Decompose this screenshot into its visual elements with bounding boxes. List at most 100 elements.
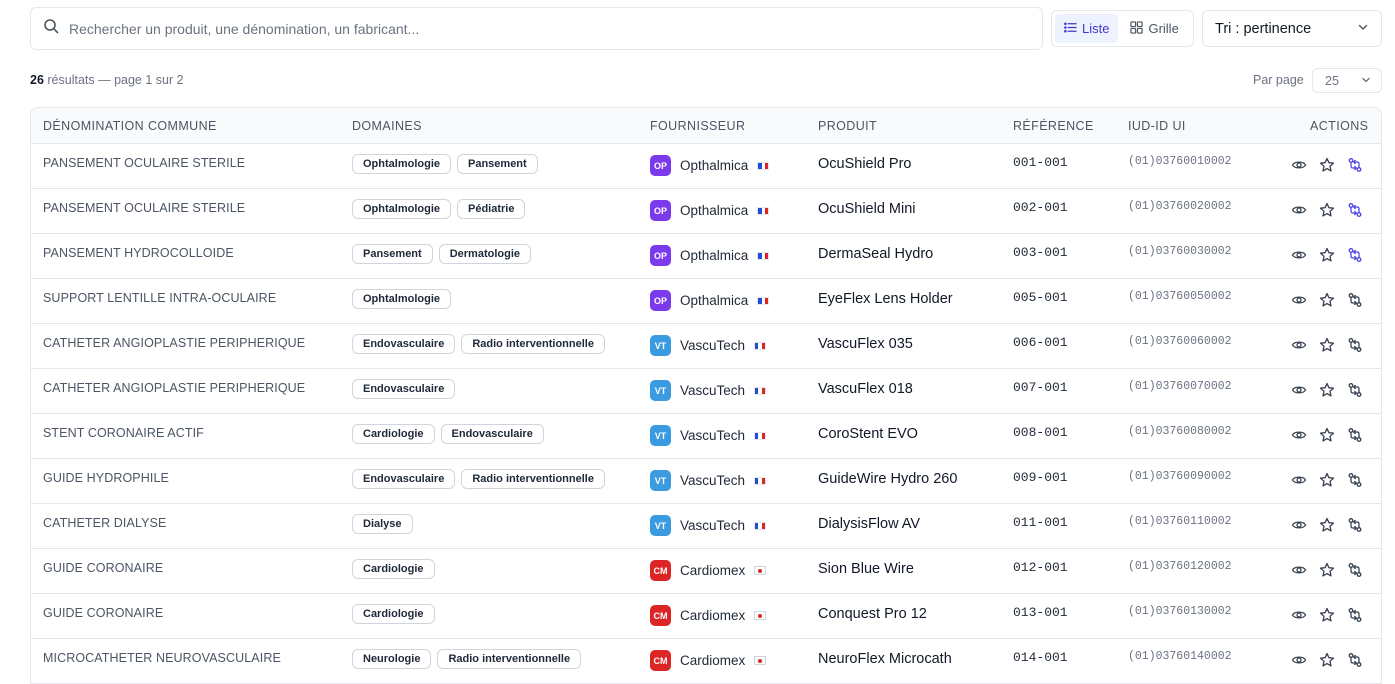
table-row[interactable]: PANSEMENT HYDROCOLLOIDE Pansement Dermatol… <box>31 234 1381 279</box>
domain-tag: Cardiologie <box>352 424 435 444</box>
product-name[interactable]: VascuFlex 035 <box>818 336 913 352</box>
favorite-star-icon[interactable] <box>1319 202 1335 218</box>
header-fournisseur[interactable]: FOURNISSEUR <box>650 119 746 133</box>
row-actions <box>1291 427 1363 443</box>
france-flag-icon <box>757 251 770 260</box>
table-row[interactable]: CATHETER DIALYSE Dialyse VT VascuTech Dialys… <box>31 504 1381 549</box>
domains-cell: Cardiologie <box>352 559 435 579</box>
product-name[interactable]: OcuShield Mini <box>818 201 916 217</box>
search-input[interactable] <box>69 20 969 37</box>
reference-cell: 003-001 <box>1013 245 1068 260</box>
view-eye-icon[interactable] <box>1291 562 1307 578</box>
view-toggle: Liste Grille <box>1051 10 1194 47</box>
product-name[interactable]: Sion Blue Wire <box>818 561 914 577</box>
domains-cell: Endovasculaire <box>352 379 456 399</box>
table-row[interactable]: GUIDE HYDROPHILE Endovasculaire Radio inte… <box>31 459 1381 504</box>
denomination-cell: PANSEMENT OCULAIRE STERILE <box>43 201 246 215</box>
view-eye-icon[interactable] <box>1291 157 1307 173</box>
table-row[interactable]: MICROCATHETER NEUROVASCULAIRE Neurologie R… <box>31 639 1381 684</box>
product-name[interactable]: EyeFlex Lens Holder <box>818 291 953 307</box>
list-view-button[interactable]: Liste <box>1055 14 1119 43</box>
supplier-avatar: VT <box>650 470 671 491</box>
favorite-star-icon[interactable] <box>1319 337 1335 353</box>
favorite-star-icon[interactable] <box>1319 247 1335 263</box>
compare-icon[interactable] <box>1347 607 1363 623</box>
table-row[interactable]: PANSEMENT OCULAIRE STERILE Ophtalmologie P… <box>31 144 1381 189</box>
favorite-star-icon[interactable] <box>1319 292 1335 308</box>
product-name[interactable]: CoroStent EVO <box>818 426 918 442</box>
supplier-avatar: OP <box>650 200 671 221</box>
header-domaines[interactable]: DOMAINES <box>352 119 422 133</box>
view-eye-icon[interactable] <box>1291 472 1307 488</box>
reference-cell: 007-001 <box>1013 380 1068 395</box>
results-count: 26 résultats — page 1 sur 2 <box>30 73 184 87</box>
product-name[interactable]: DermaSeal Hydro <box>818 246 934 262</box>
domain-tag: Ophtalmologie <box>352 289 451 309</box>
view-eye-icon[interactable] <box>1291 607 1307 623</box>
compare-icon[interactable] <box>1347 292 1363 308</box>
table-row[interactable]: CATHETER ANGIOPLASTIE PERIPHERIQUE Endova… <box>31 324 1381 369</box>
header-denomination[interactable]: DÉNOMINATION COMMUNE <box>43 119 217 133</box>
product-name[interactable]: GuideWire Hydro 260 <box>818 471 958 487</box>
view-eye-icon[interactable] <box>1291 202 1307 218</box>
view-eye-icon[interactable] <box>1291 382 1307 398</box>
product-name[interactable]: Conquest Pro 12 <box>818 606 927 622</box>
view-eye-icon[interactable] <box>1291 337 1307 353</box>
view-eye-icon[interactable] <box>1291 292 1307 308</box>
supplier-cell: VT VascuTech <box>650 335 767 356</box>
table-row[interactable]: STENT CORONAIRE ACTIF Cardiologie Endovasc… <box>31 414 1381 459</box>
header-produit[interactable]: PRODUIT <box>818 119 878 133</box>
denomination-cell: MICROCATHETER NEUROVASCULAIRE <box>43 651 281 665</box>
domain-tag: Radio interventionnelle <box>461 334 605 354</box>
header-reference[interactable]: RÉFÉRENCE <box>1013 119 1094 133</box>
favorite-star-icon[interactable] <box>1319 607 1335 623</box>
sort-select[interactable]: Tri : pertinence <box>1202 10 1382 47</box>
favorite-star-icon[interactable] <box>1319 427 1335 443</box>
product-name[interactable]: OcuShield Pro <box>818 156 912 172</box>
list-icon <box>1064 21 1077 37</box>
domain-tag: Endovasculaire <box>352 334 456 354</box>
table-row[interactable]: SUPPORT LENTILLE INTRA-OCULAIRE Ophtalmol… <box>31 279 1381 324</box>
compare-icon[interactable] <box>1347 562 1363 578</box>
product-name[interactable]: DialysisFlow AV <box>818 516 921 532</box>
domain-tag: Neurologie <box>352 649 432 669</box>
supplier-name: Opthalmica <box>680 158 749 173</box>
denomination-cell: GUIDE HYDROPHILE <box>43 471 169 485</box>
iud-cell: (01)03760110002 <box>1128 515 1232 528</box>
grid-view-button[interactable]: Grille <box>1121 14 1187 43</box>
header-iud[interactable]: IUD-ID UI <box>1128 119 1186 133</box>
table-row[interactable]: CATHETER ANGIOPLASTIE PERIPHERIQUE Endova… <box>31 369 1381 414</box>
table-row[interactable]: GUIDE CORONAIRE Cardiologie CM Cardiomex Con… <box>31 594 1381 639</box>
product-name[interactable]: NeuroFlex Microcath <box>818 651 952 667</box>
compare-icon[interactable] <box>1347 427 1363 443</box>
view-eye-icon[interactable] <box>1291 247 1307 263</box>
search-box[interactable] <box>30 7 1043 50</box>
domain-tag: Ophtalmologie <box>352 199 451 219</box>
favorite-star-icon[interactable] <box>1319 472 1335 488</box>
table-row[interactable]: PANSEMENT OCULAIRE STERILE Ophtalmologie P… <box>31 189 1381 234</box>
view-eye-icon[interactable] <box>1291 517 1307 533</box>
view-eye-icon[interactable] <box>1291 652 1307 668</box>
product-name[interactable]: VascuFlex 018 <box>818 381 913 397</box>
compare-icon[interactable] <box>1347 382 1363 398</box>
favorite-star-icon[interactable] <box>1319 382 1335 398</box>
per-page-select[interactable]: 25 <box>1312 68 1382 93</box>
favorite-star-icon[interactable] <box>1319 652 1335 668</box>
denomination-cell: CATHETER ANGIOPLASTIE PERIPHERIQUE <box>43 336 306 350</box>
compare-icon[interactable] <box>1347 517 1363 533</box>
table-row[interactable]: GUIDE CORONAIRE Cardiologie CM Cardiomex Sio… <box>31 549 1381 594</box>
compare-icon[interactable] <box>1347 157 1363 173</box>
compare-icon[interactable] <box>1347 337 1363 353</box>
favorite-star-icon[interactable] <box>1319 517 1335 533</box>
iud-cell: (01)03760060002 <box>1128 335 1232 348</box>
header-actions: ACTIONS <box>1310 119 1369 133</box>
compare-icon[interactable] <box>1347 247 1363 263</box>
favorite-star-icon[interactable] <box>1319 562 1335 578</box>
compare-icon[interactable] <box>1347 202 1363 218</box>
compare-icon[interactable] <box>1347 472 1363 488</box>
favorite-star-icon[interactable] <box>1319 157 1335 173</box>
reference-cell: 002-001 <box>1013 200 1068 215</box>
compare-icon[interactable] <box>1347 652 1363 668</box>
view-eye-icon[interactable] <box>1291 427 1307 443</box>
japan-flag-icon <box>754 611 767 620</box>
